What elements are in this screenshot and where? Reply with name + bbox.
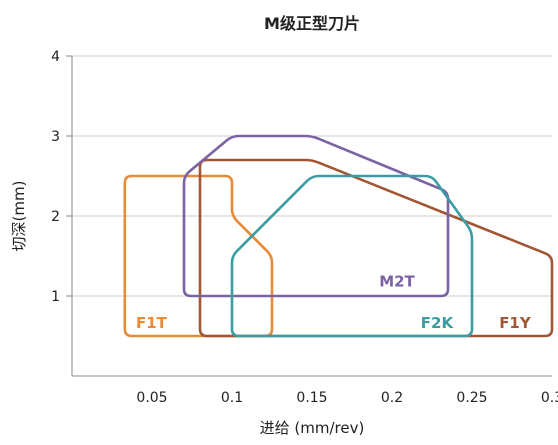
series-outlines: [123, 134, 554, 338]
series-outline-f1y: [198, 158, 554, 338]
x-tick-labels: 0.05 0.1 0.15 0.2 0.25 0.3: [136, 390, 558, 406]
series-label-f2k: F2K: [421, 314, 455, 332]
axes: [66, 55, 552, 377]
x-tick-label: 0.2: [381, 390, 403, 406]
x-axis-label: 进给 (mm/rev): [260, 419, 365, 437]
y-tick-labels: 1 2 3 4: [51, 49, 60, 305]
x-tick-label: 0.25: [456, 390, 487, 406]
x-tick-label: 0.1: [221, 390, 243, 406]
y-axis-label: 切深(mm): [10, 181, 28, 252]
series-label-m2t: M2T: [379, 272, 415, 290]
x-tick-label: 0.3: [541, 390, 558, 406]
series-outline-f2k: [230, 174, 474, 338]
y-tick-label: 1: [51, 289, 60, 305]
y-tick-label: 4: [51, 49, 60, 65]
x-tick-label: 0.05: [136, 390, 167, 406]
series-label-f1y: F1Y: [499, 314, 532, 332]
series-label-f1t: F1T: [136, 314, 168, 332]
series-outline-m2t: [182, 134, 450, 298]
series-outline-f1t: [123, 174, 274, 338]
y-tick-label: 2: [51, 209, 60, 225]
y-tick-label: 3: [51, 129, 60, 145]
series-labels: F1T F1Y M2T F2K: [136, 272, 532, 332]
x-tick-label: 0.15: [296, 390, 327, 406]
chart-title: M级正型刀片: [264, 14, 360, 33]
